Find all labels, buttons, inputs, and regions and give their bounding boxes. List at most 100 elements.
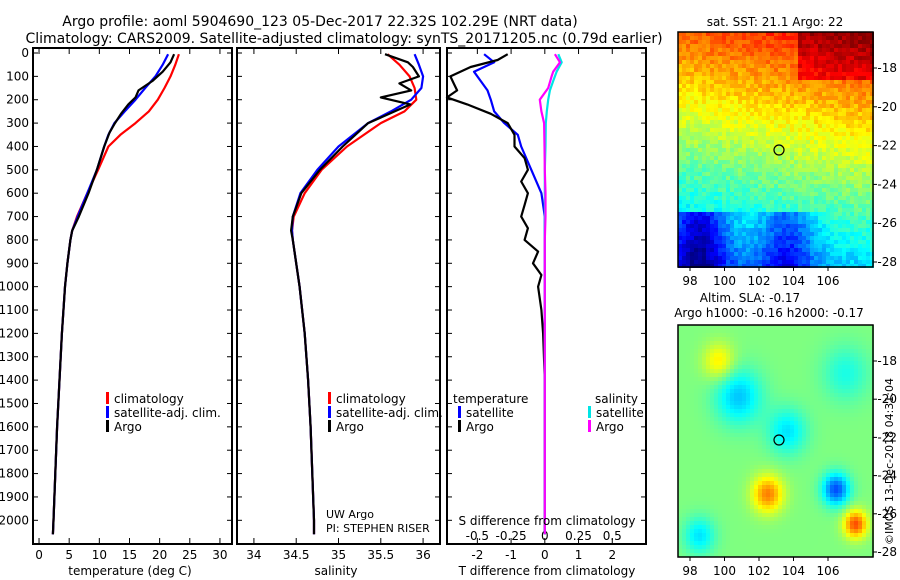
sst-cell [774,216,778,220]
sst-cell [814,92,818,96]
sla-cell [746,441,750,445]
sst-cell [750,92,754,96]
sla-cell [838,417,842,421]
sst-cell [846,100,850,104]
sla-cell [746,437,750,441]
sst-cell [686,156,690,160]
sst-cell [746,252,750,256]
sla-cell [722,413,726,417]
sst-cell [778,168,782,172]
sla-cell [858,429,862,433]
sst-cell [818,48,822,52]
sla-cell [758,449,762,453]
sla-cell [730,449,734,453]
sst-cell [770,40,774,44]
sla-cell [762,405,766,409]
sst-cell [770,76,774,80]
sla-cell [754,337,758,341]
sla-cell [698,357,702,361]
sla-cell [682,385,686,389]
sst-cell [778,144,782,148]
sla-cell [750,457,754,461]
sst-cell [858,156,862,160]
sst-cell [770,184,774,188]
sst-cell [678,216,682,220]
sla-cell [778,409,782,413]
sla-cell [758,453,762,457]
sla-cell [726,473,730,477]
sla-cell [734,465,738,469]
sst-cell [694,216,698,220]
sla-cell [830,373,834,377]
sla-cell [698,389,702,393]
sst-cell [818,92,822,96]
sla-cell [734,413,738,417]
sst-cell [850,104,854,108]
sst-cell [722,80,726,84]
sst-cell [702,64,706,68]
sla-cell [838,437,842,441]
sla-cell [790,357,794,361]
sst-cell [782,172,786,176]
sst-cell [762,240,766,244]
sst-cell [730,120,734,124]
sst-cell [682,104,686,108]
sst-cell [834,88,838,92]
sla-cell [858,449,862,453]
sst-cell [794,140,798,144]
sst-cell [862,212,866,216]
sst-cell [786,208,790,212]
sst-cell [714,220,718,224]
sst-cell [750,32,754,36]
sla-cell [766,457,770,461]
sla-cell [814,469,818,473]
sst-cell [682,228,686,232]
sla-cell [778,385,782,389]
sst-cell [734,52,738,56]
sst-cell [870,44,874,48]
sst-cell [850,264,854,268]
sst-cell [750,232,754,236]
y-tick-label: 800 [6,233,29,247]
sla-cell [810,433,814,437]
sla-cell [786,425,790,429]
temperature-legend: climatology satellite-adj. clim. Argo [106,392,221,434]
sla-cell [702,433,706,437]
sst-cell [870,52,874,56]
sla-cell [790,429,794,433]
sst-cell [690,148,694,152]
sst-cell [814,220,818,224]
sst-cell [718,120,722,124]
sla-cell [686,329,690,333]
sla-cell [786,433,790,437]
sst-cell [842,204,846,208]
sla-cell [850,417,854,421]
sst-cell [810,144,814,148]
sst-cell [778,160,782,164]
sst-cell [754,196,758,200]
sla-cell [714,449,718,453]
sst-cell [778,68,782,72]
sla-cell [706,369,710,373]
sla-cell [830,409,834,413]
sla-cell [846,465,850,469]
sla-cell [722,421,726,425]
sla-cell [814,329,818,333]
sla-cell [854,381,858,385]
sla-cell [718,361,722,365]
sla-cell [782,405,786,409]
sst-cell [838,264,842,268]
sst-cell [734,176,738,180]
sla-cell [714,325,718,329]
sst-cell [790,116,794,120]
sst-cell [870,36,874,40]
sla-cell [802,421,806,425]
y-tick-label: 900 [6,256,29,270]
sla-cell [690,465,694,469]
sst-cell [858,236,862,240]
sla-cell [718,349,722,353]
sst-cell [722,252,726,256]
sst-cell [830,116,834,120]
sst-cell [854,92,858,96]
sst-cell [870,248,874,252]
